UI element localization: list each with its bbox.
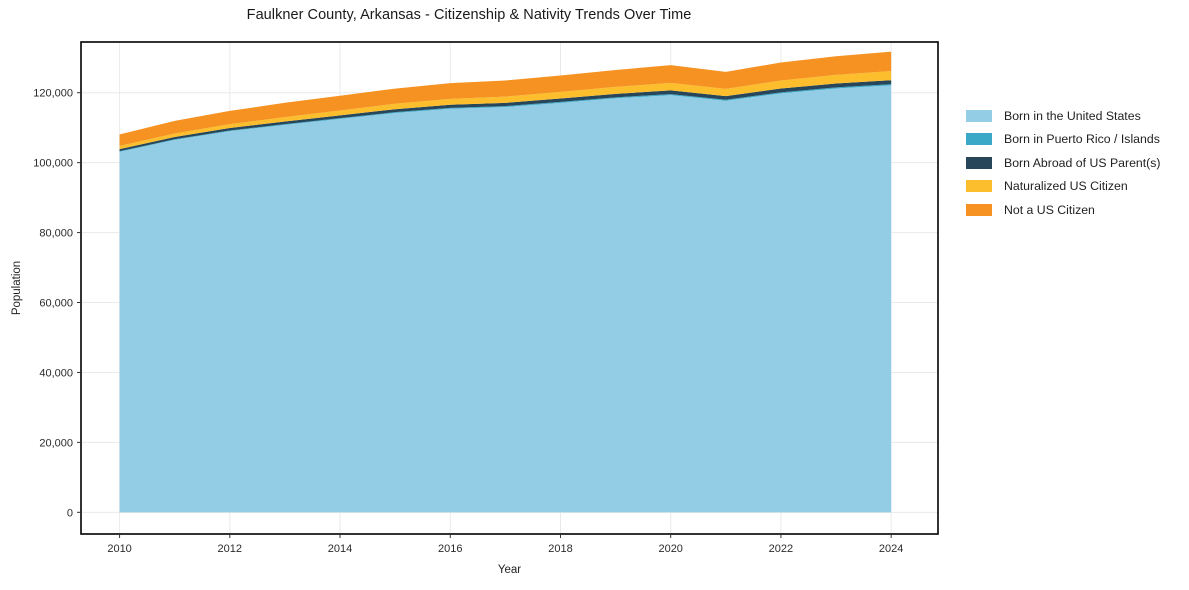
chart-title: Faulkner County, Arkansas - Citizenship … (246, 7, 692, 23)
legend-color-swatch (966, 109, 992, 122)
y-tick-label: 80,000 (39, 228, 73, 240)
x-tick-label: 2020 (658, 543, 682, 555)
y-tick-label: 20,000 (39, 437, 73, 449)
legend-item-label: Born in Puerto Rico / Islands (1004, 132, 1160, 147)
y-tick-label: 60,000 (39, 298, 73, 310)
axis-ticks: 0 20,000 40,000 60,000 80,000 100,000 120,000 2… (33, 88, 903, 555)
legend-item-label: Born in the United States (1004, 108, 1141, 123)
area-series-group (119, 51, 892, 513)
legend-color-swatch (966, 203, 992, 216)
legend-item-label: Born Abroad of US Parent(s) (1004, 155, 1161, 170)
y-tick-label: 0 (67, 507, 73, 519)
legend-item[interactable]: Born in Puerto Rico / Islands (966, 128, 1161, 152)
x-tick-label: 2014 (328, 543, 352, 555)
x-tick-label: 2022 (769, 543, 793, 555)
x-tick-label: 2010 (107, 543, 131, 555)
legend-item-label: Not a US Citizen (1004, 202, 1095, 217)
legend-item[interactable]: Born Abroad of US Parent(s) (966, 151, 1161, 175)
legend-color-swatch (966, 156, 992, 169)
x-tick-label: 2012 (218, 543, 242, 555)
legend-item[interactable]: Naturalized US Citizen (966, 175, 1161, 199)
x-tick-label: 2024 (879, 543, 903, 555)
axis-titles: Year Population (11, 261, 521, 576)
x-axis-label: Year (498, 564, 521, 576)
y-tick-label: 40,000 (39, 367, 73, 379)
legend-item-label: Naturalized US Citizen (1004, 179, 1128, 194)
legend-color-swatch (966, 180, 992, 193)
legend-color-swatch (966, 133, 992, 146)
axes-frame (80, 41, 939, 535)
y-tick-label: 120,000 (33, 88, 73, 100)
legend-item[interactable]: Not a US Citizen (966, 198, 1161, 222)
chart-legend: Born in the United States Born in Puerto … (966, 104, 1161, 222)
y-tick-label: 100,000 (33, 158, 73, 170)
y-axis-label: Population (11, 261, 23, 315)
legend-item[interactable]: Born in the United States (966, 104, 1161, 128)
x-tick-label: 2016 (438, 543, 462, 555)
x-tick-label: 2018 (548, 543, 572, 555)
